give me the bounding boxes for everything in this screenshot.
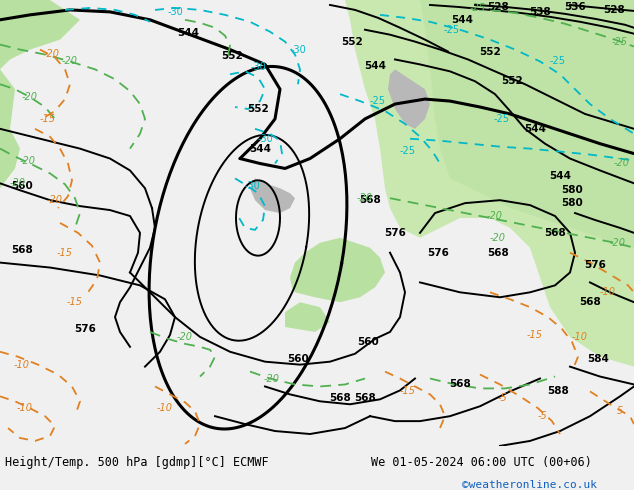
Polygon shape [340,0,634,367]
Text: 568: 568 [579,297,601,307]
Text: -20: -20 [614,158,630,169]
Text: -20: -20 [22,92,38,102]
Text: 584: 584 [587,354,609,364]
Text: -20: -20 [20,155,36,166]
Text: -10: -10 [157,403,173,413]
Text: -30: -30 [290,45,306,54]
Text: We 01-05-2024 06:00 UTC (00+06): We 01-05-2024 06:00 UTC (00+06) [371,456,592,469]
Text: -10: -10 [17,403,33,413]
Text: -20: -20 [177,332,193,342]
Text: 576: 576 [384,228,406,238]
Text: 580: 580 [561,185,583,195]
Text: 552: 552 [341,37,363,47]
Text: 580: 580 [561,198,583,208]
Text: 544: 544 [549,172,571,181]
Text: -10: -10 [14,360,30,369]
Text: -20: -20 [62,56,78,67]
Text: 568: 568 [487,247,509,258]
Text: -20: -20 [610,238,626,248]
Text: 576: 576 [74,324,96,334]
Text: -15: -15 [527,330,543,340]
Text: -10: -10 [600,287,616,297]
Text: -30: -30 [250,62,266,73]
Text: -15: -15 [400,387,416,396]
Text: ©weatheronline.co.uk: ©weatheronline.co.uk [462,480,597,490]
Text: -30: -30 [257,134,273,144]
Text: 544: 544 [249,144,271,154]
Polygon shape [285,302,330,332]
Text: -20: -20 [357,193,373,203]
Text: 588: 588 [547,387,569,396]
Text: -30: -30 [244,181,260,191]
Polygon shape [0,0,80,70]
Text: -20: -20 [487,211,503,221]
Text: -5: -5 [497,393,507,403]
Text: 544: 544 [524,124,546,134]
Text: -15: -15 [57,247,73,258]
Text: 552: 552 [221,51,243,61]
Text: 576: 576 [584,260,606,270]
Text: 568: 568 [359,195,381,205]
Polygon shape [250,178,295,213]
Text: -20: -20 [47,195,63,205]
Text: -5: -5 [537,411,547,421]
Text: 568: 568 [449,379,471,390]
Text: -25: -25 [370,96,386,106]
Polygon shape [290,238,385,302]
Text: -20: -20 [264,373,280,384]
Text: 536: 536 [564,2,586,12]
Text: 560: 560 [11,181,33,191]
Text: 568: 568 [354,393,376,403]
Text: -10: -10 [572,332,588,342]
Text: -25: -25 [470,3,486,13]
Text: 544: 544 [451,15,473,25]
Text: -25: -25 [400,146,416,156]
Text: 544: 544 [177,28,199,38]
Polygon shape [0,0,20,188]
Text: 538: 538 [529,7,551,17]
Text: 560: 560 [357,337,379,347]
Text: -20: -20 [490,233,506,243]
Text: 544: 544 [364,61,386,72]
Text: 552: 552 [501,76,523,86]
Text: -20: -20 [10,178,26,188]
Polygon shape [388,70,430,129]
Text: Height/Temp. 500 hPa [gdmp][°C] ECMWF: Height/Temp. 500 hPa [gdmp][°C] ECMWF [5,456,269,469]
Text: -15: -15 [67,297,83,307]
Text: 552: 552 [247,104,269,114]
Text: -25: -25 [550,56,566,67]
Text: 568: 568 [11,245,33,255]
Text: -20: -20 [44,49,60,59]
Text: -25: -25 [444,24,460,35]
Text: -25: -25 [494,114,510,124]
Polygon shape [420,0,634,248]
Text: 5: 5 [617,406,623,416]
Text: 576: 576 [427,247,449,258]
Text: 568: 568 [544,228,566,238]
Text: -25: -25 [612,37,628,47]
Text: 568: 568 [329,393,351,403]
Text: -15: -15 [40,114,56,124]
Text: 560: 560 [287,354,309,364]
Text: 528: 528 [603,5,625,15]
Text: 528: 528 [487,2,509,12]
Text: 552: 552 [479,47,501,56]
Text: -30: -30 [167,7,183,17]
